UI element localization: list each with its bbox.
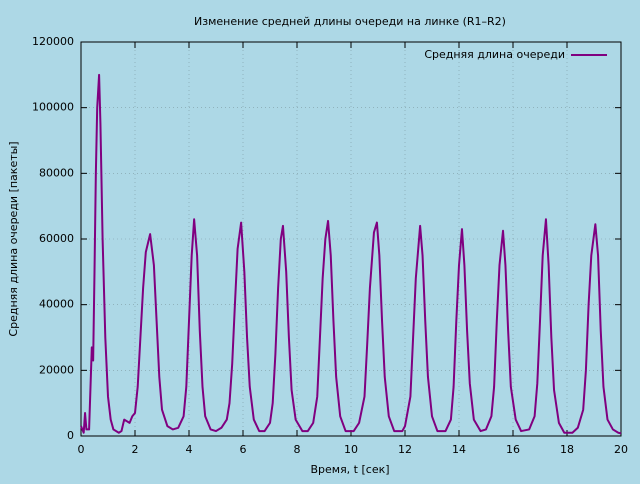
y-tick-label: 60000 [39,232,74,245]
x-tick-label: 12 [398,443,412,456]
x-axis-label: Время, t [сек] [310,463,389,476]
plot-border [80,41,622,437]
x-tick-label: 20 [614,443,628,456]
x-tick-label: 0 [78,443,85,456]
data-line [80,73,622,435]
y-tick-label: 0 [67,429,74,442]
chart-title: Изменение средней длины очереди на линке… [194,15,506,28]
legend-label: Средняя длина очереди [424,48,565,61]
x-tick-label: 6 [240,443,247,456]
x-tick-label: 14 [452,443,466,456]
x-tick-label: 8 [294,443,301,456]
x-tick-label: 2 [132,443,139,456]
y-tick-label: 80000 [39,166,74,179]
x-tick-label: 4 [186,443,193,456]
y-tick-label: 40000 [39,298,74,311]
y-tick-label: 100000 [32,101,74,114]
y-tick-label: 20000 [39,363,74,376]
x-tick-label: 18 [560,443,574,456]
x-tick-label: 10 [344,443,358,456]
y-tick-label: 120000 [32,35,74,48]
y-axis-label: Средняя длина очереди [пакеты] [7,141,20,336]
x-tick-label: 16 [506,443,520,456]
